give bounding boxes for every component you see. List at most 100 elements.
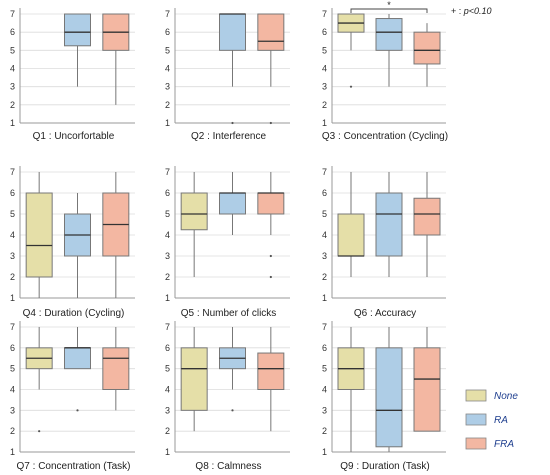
panel-title: Q9 : Duration (Task): [340, 461, 429, 472]
y-tick-label: 3: [322, 82, 327, 92]
y-tick-label: 6: [165, 343, 170, 353]
y-tick-label: 6: [10, 188, 15, 198]
y-tick-label: 5: [10, 209, 15, 219]
y-tick-label: 4: [322, 64, 327, 74]
outlier-point: [269, 254, 272, 258]
y-tick-label: 1: [322, 118, 327, 128]
box-ra: [219, 13, 246, 51]
significance-note: + : p<0.10: [451, 6, 492, 16]
y-tick-label: 5: [322, 209, 327, 219]
y-tick-label: 1: [165, 447, 170, 457]
box-ra: [219, 192, 246, 215]
y-tick-label: 6: [165, 188, 170, 198]
y-tick-label: 4: [322, 230, 327, 240]
outlier-point: [269, 275, 272, 279]
outlier-point: [231, 121, 234, 125]
box-fra: [413, 197, 441, 236]
significance-bracket: [350, 8, 428, 13]
y-tick-label: 4: [165, 64, 170, 74]
panel-q5: 1 2 3 4 5 6 7 Q5 : Number of clicks: [165, 166, 290, 319]
y-tick-label: 6: [10, 343, 15, 353]
y-tick-label: 3: [165, 251, 170, 261]
y-tick-label: 6: [322, 343, 327, 353]
y-tick-label: 2: [322, 272, 327, 282]
y-tick-label: 7: [165, 9, 170, 19]
y-tick-label: 5: [10, 364, 15, 374]
significance-note-value: p<0.10: [463, 6, 492, 16]
y-tick-label: 5: [322, 364, 327, 374]
panel-q4: 1 2 3 4 5 6 7 Q4 : Duration (Cycling): [10, 166, 135, 319]
box-ra: [64, 347, 91, 370]
legend: None RA FRA: [465, 389, 518, 450]
box-fra: [102, 347, 130, 391]
y-tick-label: 3: [165, 405, 170, 415]
y-tick-label: 7: [322, 322, 327, 332]
y-tick-label: 7: [10, 322, 15, 332]
box-fra: [413, 31, 441, 65]
y-tick-label: 4: [165, 385, 170, 395]
box-ra: [375, 347, 403, 448]
y-tick-label: 3: [10, 82, 15, 92]
panel-title: Q3 : Concentration (Cycling): [322, 131, 448, 142]
y-tick-label: 5: [322, 45, 327, 55]
y-tick-label: 1: [10, 447, 15, 457]
y-tick-label: 1: [165, 293, 170, 303]
box-none: [180, 347, 208, 411]
y-tick-label: 2: [165, 426, 170, 436]
y-tick-label: 1: [165, 118, 170, 128]
panel-title: Q4 : Duration (Cycling): [23, 308, 125, 319]
y-tick-label: 6: [165, 27, 170, 37]
y-tick-label: 6: [10, 27, 15, 37]
y-tick-label: 3: [322, 251, 327, 261]
y-tick-label: 5: [165, 209, 170, 219]
significance-mark: *: [387, 0, 391, 10]
panel-q1: 1 2 3 4 5 6 7 Q1 : Uncorfortable: [10, 8, 135, 142]
legend-swatch-fra: [465, 437, 487, 450]
y-tick-label: 5: [165, 45, 170, 55]
panel-title: Q2 : Interference: [191, 131, 266, 142]
y-tick-label: 2: [165, 100, 170, 110]
y-tick-label: 5: [165, 364, 170, 374]
y-tick-label: 2: [10, 426, 15, 436]
y-tick-label: 6: [322, 27, 327, 37]
panel-q7: 1 2 3 4 5 6 7 Q7 : Concentration (Task): [10, 321, 135, 472]
box-fra: [413, 347, 441, 432]
panel-q2: 1 2 3 4 5 6 7 Q2 : Interference: [165, 8, 290, 142]
outlier-point: [231, 409, 234, 412]
panel-title: Q8 : Calmness: [195, 461, 261, 472]
y-tick-label: 7: [165, 322, 170, 332]
y-tick-label: 4: [165, 230, 170, 240]
y-tick-label: 1: [10, 293, 15, 303]
outlier-point: [76, 409, 79, 412]
box-ra: [375, 192, 403, 257]
y-tick-label: 3: [10, 405, 15, 415]
y-tick-label: 1: [322, 293, 327, 303]
outlier-point: [269, 121, 272, 125]
outlier-point: [349, 85, 353, 88]
y-tick-label: 2: [322, 426, 327, 436]
y-tick-label: 2: [10, 272, 15, 282]
significance-note-prefix: + :: [451, 6, 464, 16]
y-tick-label: 7: [322, 167, 327, 177]
y-tick-label: 7: [165, 167, 170, 177]
y-tick-label: 7: [10, 9, 15, 19]
box-fra: [257, 192, 285, 215]
y-tick-label: 7: [322, 9, 327, 19]
outlier-point: [38, 430, 41, 433]
legend-label-none: None: [494, 391, 518, 402]
y-tick-label: 3: [10, 251, 15, 261]
y-tick-label: 3: [322, 405, 327, 415]
panel-title: Q1 : Uncorfortable: [33, 131, 115, 142]
y-tick-label: 2: [165, 272, 170, 282]
panel-q9: 1 2 3 4 5 6 7 Q9 : Duration (Task): [322, 321, 446, 472]
y-tick-label: 4: [10, 385, 15, 395]
box-none: [180, 192, 208, 231]
box-fra: [257, 352, 285, 390]
legend-label-fra: FRA: [494, 439, 514, 450]
box-ra: [64, 13, 91, 47]
y-tick-label: 4: [10, 64, 15, 74]
y-tick-label: 3: [165, 82, 170, 92]
legend-swatch-ra: [465, 413, 487, 426]
y-tick-label: 2: [322, 100, 327, 110]
y-tick-label: 1: [322, 447, 327, 457]
